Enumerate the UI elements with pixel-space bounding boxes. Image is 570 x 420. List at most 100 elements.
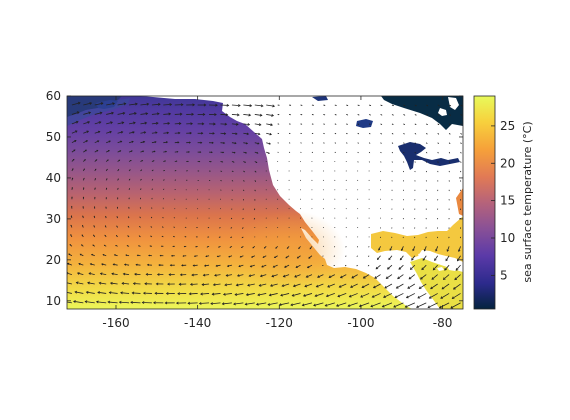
wind-vector [307, 264, 313, 269]
wind-vector [455, 264, 461, 271]
wind-vector-head [335, 104, 337, 106]
wind-vector-head [442, 277, 446, 280]
wind-vector-dot [288, 227, 290, 228]
wind-vector-head [257, 142, 260, 145]
wind-vector-head [177, 141, 180, 144]
wind-vector-head [82, 205, 84, 208]
y-tick-label: 40 [46, 171, 61, 185]
wind-vector [130, 301, 141, 304]
wind-vector [293, 283, 301, 287]
wind-vector-head [164, 301, 168, 305]
island-cuba [418, 252, 452, 262]
wind-vector [234, 293, 244, 296]
wind-vector [94, 121, 101, 125]
wind-vector-head [387, 266, 390, 270]
wind-vector-dot [345, 189, 347, 191]
wind-vector-head [446, 249, 449, 252]
wind-vector-head [74, 290, 78, 294]
wind-vector-head [249, 265, 253, 268]
wind-vector-head [248, 113, 252, 117]
wind-vector-dot [265, 170, 267, 172]
wind-vector [117, 112, 125, 115]
wind-vector-dot [311, 198, 313, 200]
wind-vector [140, 141, 145, 144]
wind-vector-dot [357, 227, 359, 228]
wind-vector-head [210, 302, 214, 306]
wind-vector-head [155, 121, 159, 125]
wind-vector [266, 132, 272, 135]
island-newfoundland [448, 97, 459, 110]
wind-vector [429, 293, 438, 299]
wind-vector-dot [368, 179, 370, 181]
wind-vector-head [235, 283, 239, 287]
wind-vector-head [85, 140, 88, 143]
wind-vector-head [431, 277, 435, 280]
wind-vector-head [285, 256, 288, 259]
wind-vector-head [143, 131, 147, 134]
wind-vector [100, 273, 107, 275]
wind-vector [347, 302, 358, 307]
wind-vector-head [138, 235, 140, 237]
wind-vector [231, 123, 239, 125]
wind-vector-head [234, 293, 238, 296]
wind-vector-head [383, 295, 386, 298]
wind-vector-head [337, 294, 341, 298]
wind-vector-head [317, 275, 320, 278]
wind-vector-head [143, 140, 146, 143]
wind-vector-head [95, 168, 97, 170]
wind-vector [212, 293, 221, 295]
wind-vector-dot [208, 198, 210, 200]
wind-vector-head [309, 247, 312, 250]
caribbean-sea-sst [410, 258, 463, 309]
wind-vector-dot [288, 217, 290, 219]
wind-vector-dot [288, 236, 290, 238]
wind-vector [74, 291, 84, 294]
wind-vector-head [190, 122, 193, 126]
wind-vector-head [199, 151, 202, 153]
wind-vector [266, 114, 274, 117]
wind-vector-head [166, 131, 170, 135]
y-tick-label: 10 [46, 294, 61, 308]
colorbar-tick-label: 10 [500, 231, 515, 245]
wind-vector-head [404, 105, 406, 107]
wind-vector-head [304, 284, 308, 288]
wind-vector-dot [368, 198, 370, 200]
wind-vector [407, 283, 416, 289]
wind-vector-head [123, 263, 127, 266]
wind-vector [222, 302, 232, 305]
wind-vector-head [178, 282, 182, 286]
atlantic-ocean-sst [456, 188, 463, 216]
wind-vector [243, 132, 249, 135]
wind-vector [308, 255, 313, 259]
wind-vector-dot [345, 179, 347, 181]
wind-vector [163, 104, 172, 106]
wind-vector-dot [288, 208, 290, 210]
wind-vector-head [202, 112, 206, 116]
wind-vector [435, 246, 439, 252]
wind-vector-head [97, 140, 100, 143]
wind-vector-head [62, 300, 64, 302]
wind-vector-dot [185, 189, 187, 191]
wind-vector-dot [322, 227, 324, 228]
wind-vector-dot [357, 208, 359, 210]
wind-vector [419, 283, 427, 289]
wind-vector [88, 272, 95, 275]
wind-vector [110, 282, 118, 285]
wind-vector-head [214, 273, 217, 277]
wind-vector-head [111, 111, 114, 115]
wind-vector-head [164, 160, 167, 162]
wind-vector-head [101, 263, 104, 266]
wind-vector-head [336, 304, 339, 307]
wind-vector-head [132, 282, 136, 286]
wind-vector-head [91, 253, 93, 256]
wind-vector [106, 131, 112, 134]
wind-vector-dot [254, 236, 256, 238]
wind-vector-head [245, 151, 248, 154]
wind-vector-dot [334, 161, 336, 162]
wind-vector-dot [322, 236, 324, 238]
wind-vector-head [177, 292, 180, 296]
wind-vector-head [71, 196, 73, 198]
wind-vector-head [107, 300, 111, 304]
wind-vector-head [404, 305, 408, 308]
wind-vector-head [73, 149, 76, 152]
